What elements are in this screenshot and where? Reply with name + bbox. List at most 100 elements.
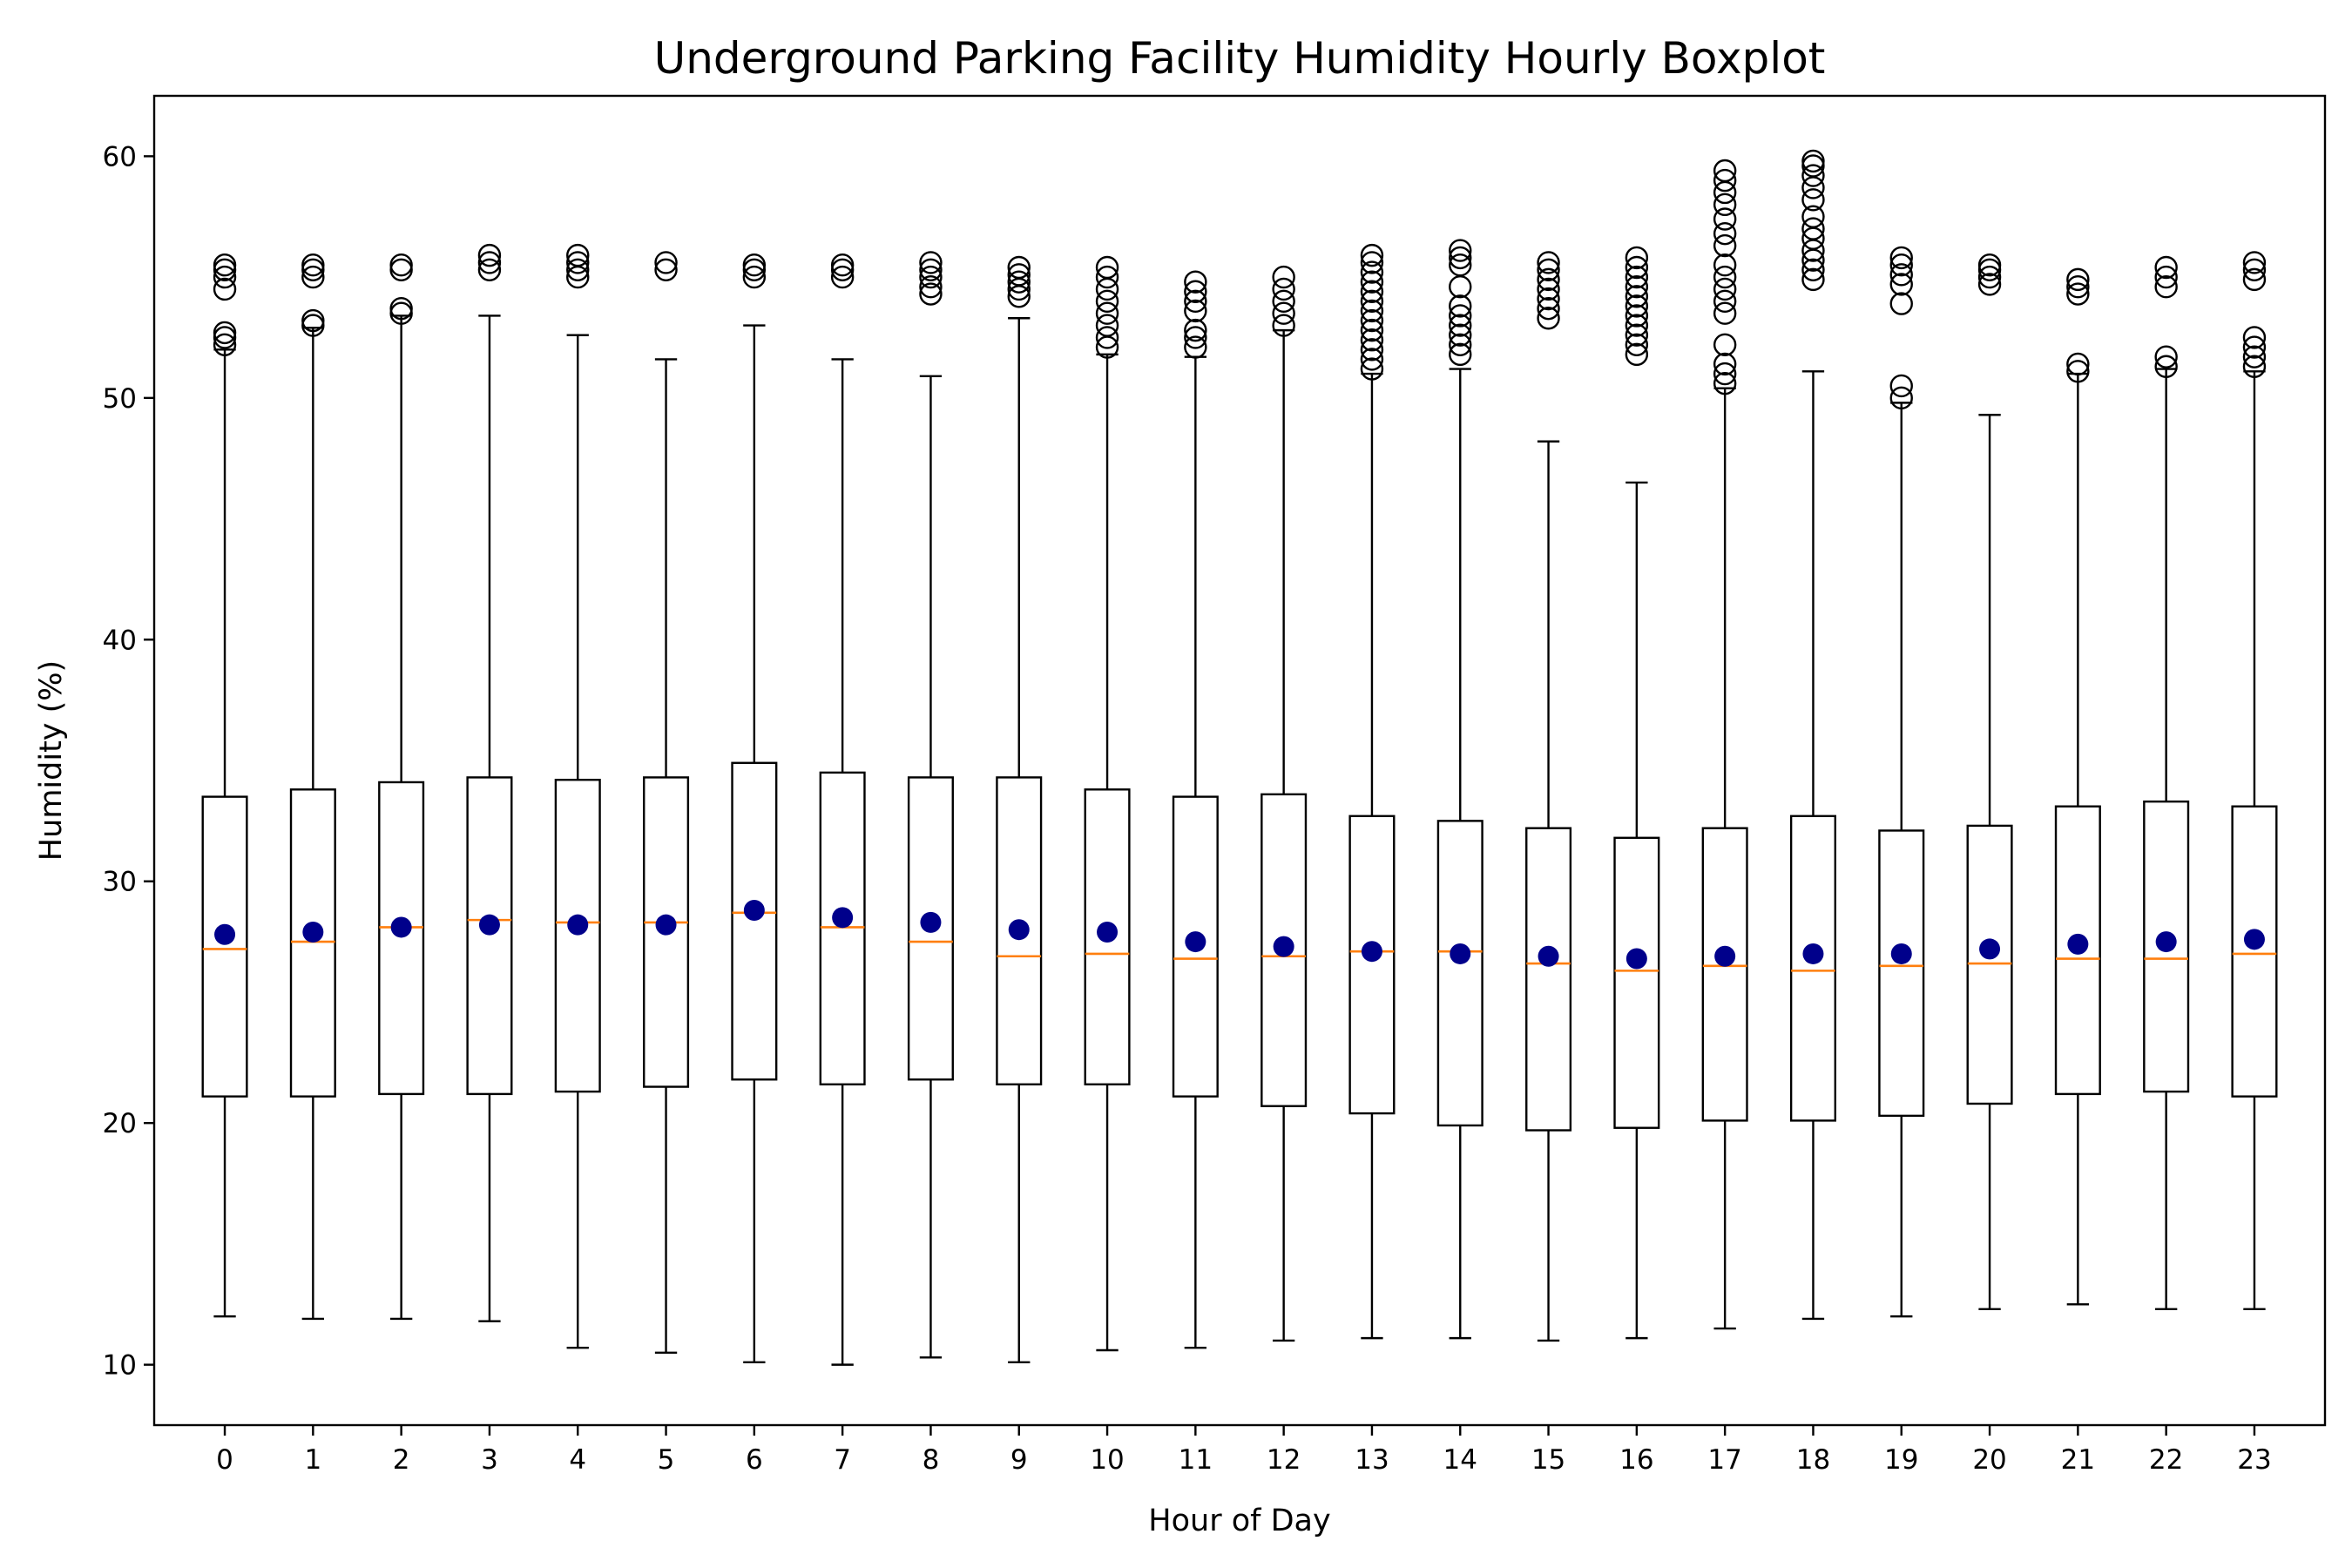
outlier-point [1184,280,1207,303]
y-axis-label: Humidity (%) [34,660,69,861]
mean-marker [1714,945,1736,967]
mean-marker [1008,919,1030,941]
outlier-point [1272,277,1295,301]
x-tick-label: 6 [746,1444,763,1476]
x-tick-label: 9 [1010,1444,1028,1476]
outlier-point [1625,333,1649,356]
outlier-point [1184,326,1207,349]
x-tick-label: 20 [1972,1444,2006,1476]
outlier-point [1095,265,1119,289]
x-tick-label: 10 [1090,1444,1124,1476]
outlier-point [1095,326,1119,349]
outlier-point [1977,273,2002,296]
outlier-point [1537,277,1560,301]
box-iqr [996,776,1043,1085]
box-iqr [1172,795,1219,1098]
outlier-point [1360,308,1384,333]
outlier-point [1184,299,1207,323]
outlier-point [1713,333,1737,356]
chart-title: Underground Parking Facility Humidity Ho… [654,33,1826,84]
outlier-point [1889,386,1913,410]
outlier-point [1889,292,1913,315]
mean-marker [1802,943,1824,964]
outlier-point [477,258,502,281]
box-iqr [819,771,866,1085]
outlier-point [1625,255,1649,280]
outlier-point [1360,280,1384,303]
mean-marker [832,907,854,929]
x-tick-label: 12 [1267,1444,1301,1476]
outlier-point [566,251,590,274]
outlier-point [477,243,502,267]
outlier-point [1977,258,2002,281]
outlier-point [566,258,590,281]
outlier-point [1360,348,1384,371]
outlier-point [1713,159,1737,183]
y-tick-label: 20 [103,1108,137,1139]
box-iqr [378,781,425,1096]
outlier-point [389,301,413,325]
outlier-point [919,258,943,281]
outlier-point [1184,270,1207,294]
mean-marker [1273,936,1294,957]
outlier-point [1801,205,1825,228]
outlier-point [1184,335,1207,359]
x-tick-label: 3 [481,1444,498,1476]
x-tick-label: 23 [2237,1444,2271,1476]
outlier-point [1537,296,1560,321]
y-tick-label: 50 [103,383,137,415]
outlier-point [1801,154,1825,178]
outlier-point [919,274,943,299]
outlier-point [1713,265,1737,289]
outlier-point [1360,299,1384,323]
x-tick-label: 17 [1707,1444,1741,1476]
outlier-point [1537,307,1560,330]
box-iqr [1084,788,1131,1085]
mean-marker [2067,933,2089,955]
outlier-point [301,314,325,337]
box-iqr [1878,829,1925,1118]
box-iqr [1613,836,1660,1129]
outlier-point [1713,221,1737,246]
outlier-point [213,253,237,277]
outlier-point [389,253,413,277]
outlier-point [1801,188,1825,212]
outlier-point [1713,233,1737,258]
outlier-point [1713,277,1737,301]
outlier-point [213,265,237,289]
box-iqr [907,776,954,1081]
outlier-point [213,321,237,345]
x-tick-label: 4 [569,1444,586,1476]
box-iqr [1701,827,1748,1122]
outlier-point [1007,263,1031,287]
outlier-point [1713,168,1737,193]
outlier-point [1713,207,1737,231]
box-iqr [289,788,336,1098]
outlier-point [1449,304,1472,328]
outlier-point [2066,360,2090,383]
outlier-point [1007,270,1031,294]
outlier-point [2066,352,2090,376]
y-tick-label: 60 [103,141,137,172]
mean-marker [920,911,942,933]
outlier-point [1272,301,1295,325]
outlier-point [1095,289,1119,314]
x-tick-label: 0 [216,1444,233,1476]
outlier-point [301,265,325,289]
x-tick-label: 18 [1796,1444,1830,1476]
outlier-point [1889,263,1913,287]
outlier-point [2242,258,2267,281]
outlier-point [1713,289,1737,314]
mean-marker [567,914,589,936]
outlier-point [1449,323,1472,347]
outlier-point [1801,164,1825,187]
outlier-point [742,253,767,277]
axes-frame [152,94,2327,1427]
x-tick-label: 14 [1443,1444,1477,1476]
outlier-point [654,258,678,281]
outlier-point [1449,333,1472,356]
outlier-point [1449,342,1472,367]
outlier-point [1007,255,1031,280]
outlier-point [1625,294,1649,318]
